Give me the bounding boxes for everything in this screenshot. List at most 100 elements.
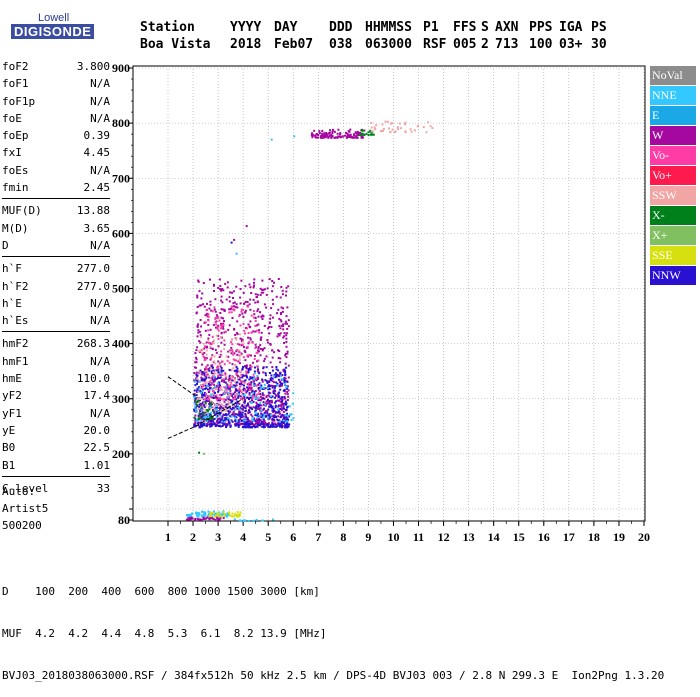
data-point [229,424,232,427]
data-point [388,127,391,130]
data-point [262,291,265,294]
data-point [203,321,206,324]
data-point [262,418,265,421]
data-point [382,127,385,130]
data-point [212,397,215,399]
param-value: N/A [90,314,110,328]
data-point [222,517,225,520]
data-point [259,422,262,425]
data-point [198,387,201,390]
data-point [213,422,215,425]
data-point [221,288,224,290]
data-point [277,415,280,418]
data-point [193,408,196,411]
data-point [324,136,327,139]
data-point [201,411,204,414]
param-row: foF1 N/A [2,75,110,92]
data-point [205,370,208,373]
data-point [273,386,276,389]
data-point [260,409,263,412]
data-point [221,415,224,418]
data-point [207,315,210,318]
data-point [209,419,212,422]
data-point [281,289,284,292]
data-point [195,356,197,359]
data-point [212,369,215,372]
param-value: 0.39 [83,129,111,143]
data-point [205,376,208,379]
data-point [286,327,289,330]
data-point [196,401,198,404]
data-point [250,422,253,425]
data-point [331,135,334,138]
data-point [223,339,226,342]
data-point [220,289,223,292]
data-point [223,363,226,366]
data-point [333,130,336,133]
data-point [246,422,249,425]
data-point [409,128,412,131]
data-point [235,413,238,416]
data-point [204,378,207,381]
data-point [256,419,259,422]
data-point [202,355,205,358]
data-point [256,310,259,313]
data-point [247,412,250,415]
data-point [273,375,275,378]
data-point [240,389,243,392]
data-point [249,420,252,423]
data-point [268,332,271,335]
data-point [230,341,233,344]
data-point [194,361,197,364]
data-point [246,383,249,386]
data-point [260,315,263,318]
y-tick-label: 800 [112,116,130,130]
y-tick-label: 400 [112,337,130,351]
data-point [218,319,221,322]
data-point [227,395,230,398]
data-point [261,519,264,522]
data-point [227,392,230,395]
data-point [363,134,366,136]
data-point [241,411,244,414]
param-value: N/A [90,406,110,420]
data-point [239,411,242,414]
data-point [372,133,375,136]
param-row: yE 20.0 [2,422,110,439]
data-point [216,422,219,424]
data-point [270,307,273,310]
data-point [271,280,274,282]
data-point [200,384,203,387]
data-point [236,375,239,377]
data-point [274,372,277,375]
data-point [242,406,245,409]
data-point [285,290,288,293]
param-value: 2.45 [83,181,111,195]
data-point [285,294,287,297]
data-point [230,307,233,310]
data-point [245,416,248,418]
data-point [254,343,257,346]
data-point [233,514,236,517]
data-point [254,366,256,369]
data-point [262,425,265,428]
data-point [250,381,253,384]
data-point [259,414,262,417]
data-point [271,386,274,389]
data-point [277,404,280,407]
data-point [199,369,202,372]
data-point [199,410,201,412]
data-point [202,385,204,388]
header-label-9: PPS [529,20,553,35]
data-point [256,365,259,368]
data-point [206,315,209,318]
data-point [210,309,213,312]
footer-file-info: BVJ03_2018038063000.RSF / 384fx512h 50 k… [2,669,665,682]
param-value: 277.0 [76,262,110,276]
data-point [349,133,352,136]
data-point [234,424,237,427]
auto-label: Auto: [2,485,36,498]
data-point [235,372,238,375]
data-point [277,396,280,399]
data-point [279,371,282,374]
